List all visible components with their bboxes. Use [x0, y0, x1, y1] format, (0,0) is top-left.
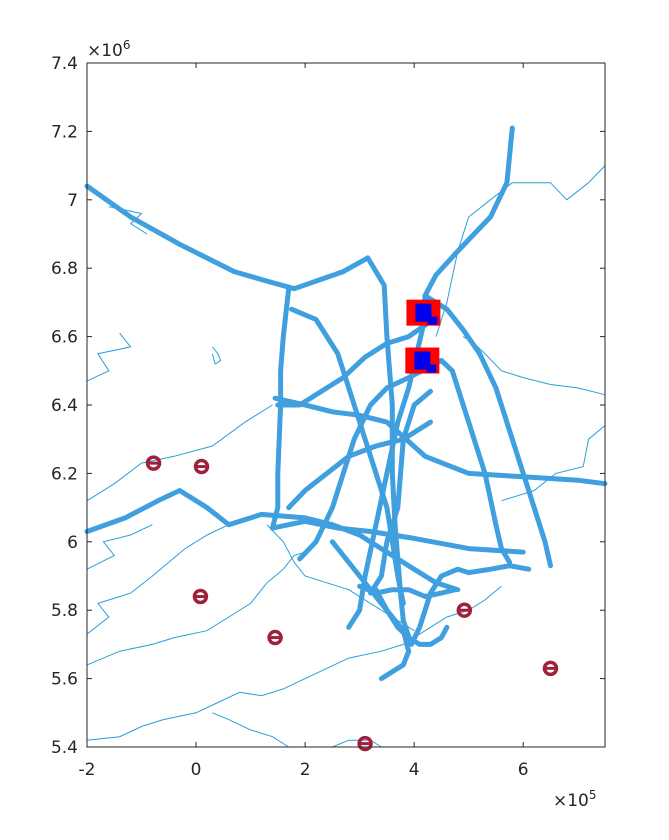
target-marker-0 — [406, 299, 441, 326]
y-tick-label-0: 5.4 — [51, 738, 78, 758]
contour-line-1 — [86, 332, 132, 382]
y-tick-label-5: 6.4 — [51, 396, 78, 416]
x-tick-label-4: 6 — [518, 760, 529, 780]
route-line-0 — [84, 183, 371, 292]
route-line-11 — [289, 306, 406, 606]
route-line-16 — [329, 539, 412, 682]
route-line-10 — [275, 317, 436, 408]
contour-line-7 — [86, 585, 502, 741]
y-tick-label-10: 7.4 — [51, 54, 78, 74]
contour-line-4 — [86, 524, 153, 570]
station-markers — [145, 455, 559, 752]
route-line-3 — [466, 563, 532, 576]
y-exponent-label: ×106 — [87, 38, 131, 61]
x-tick-label-1: 0 — [191, 760, 202, 780]
y-axis: 5.4 5.6 5.8 6 6.2 6.4 6.6 6.8 7 7.2 7.4 — [51, 54, 605, 758]
y-tick-label-6: 6.6 — [51, 328, 78, 348]
x-tick-label-0: -2 — [79, 760, 96, 780]
route-line-14 — [422, 293, 553, 569]
x-tick-label-3: 4 — [409, 760, 420, 780]
station-marker-5 — [456, 602, 473, 618]
y-tick-label-2: 5.8 — [51, 601, 78, 621]
contour-line-5 — [86, 524, 230, 635]
y-tick-label-9: 7.2 — [51, 122, 78, 142]
contour-line-6 — [86, 551, 306, 666]
station-marker-2 — [192, 588, 209, 605]
y-tick-label-7: 6.8 — [51, 259, 78, 279]
station-marker-3 — [267, 629, 283, 646]
station-marker-4 — [357, 735, 373, 752]
y-tick-label-8: 7 — [67, 191, 78, 211]
x-tick-label-2: 2 — [300, 760, 311, 780]
target-marker-1 — [405, 347, 440, 374]
contour-line-14 — [266, 524, 415, 632]
contour-line-8 — [212, 712, 289, 748]
station-marker-6 — [542, 660, 559, 677]
contour-line-11 — [435, 165, 606, 337]
station-marker-0 — [145, 455, 162, 471]
route-lines — [84, 125, 608, 682]
station-marker-1 — [193, 458, 210, 475]
contour-line-0 — [86, 404, 273, 502]
x-exponent-label: ×105 — [553, 788, 597, 811]
route-line-12 — [346, 125, 515, 630]
route-line-18 — [368, 388, 433, 596]
route-line-9 — [297, 358, 444, 562]
y-tick-label-1: 5.6 — [51, 670, 78, 690]
y-tick-label-4: 6.2 — [51, 464, 78, 484]
contour-line-3 — [211, 346, 222, 365]
x-axis: -2 0 2 4 6 — [79, 63, 529, 780]
route-line-6 — [84, 488, 461, 593]
route-line-7 — [269, 518, 526, 555]
route-line-13 — [438, 358, 513, 565]
target-markers — [405, 299, 441, 374]
route-line-17 — [357, 583, 458, 599]
y-tick-label-3: 6 — [67, 533, 78, 553]
plot-background — [87, 63, 605, 747]
